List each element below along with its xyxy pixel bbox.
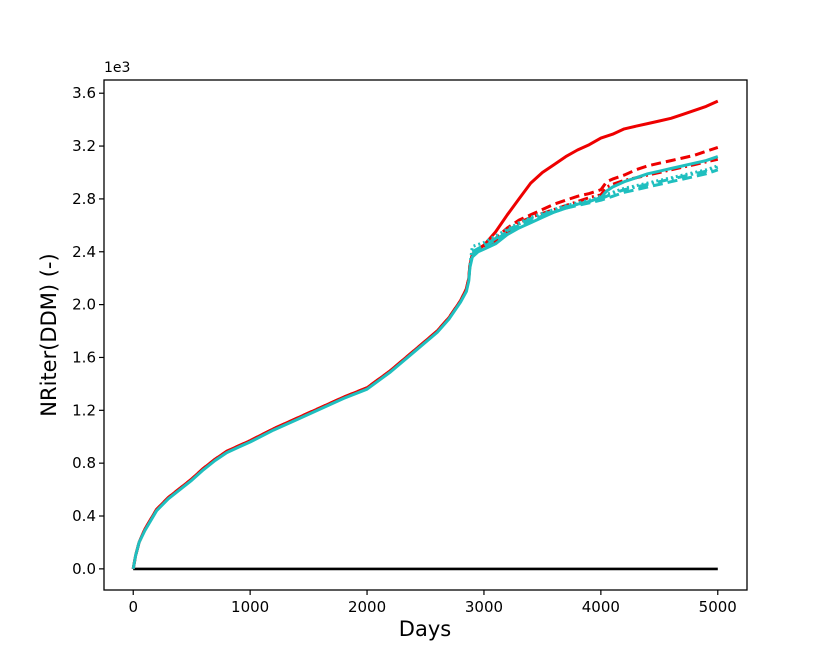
series-line-6 <box>471 165 719 254</box>
y-tick-label: 2.8 <box>72 190 96 208</box>
x-axis-label: Days <box>399 617 451 641</box>
y-tick-label: 0.0 <box>72 560 96 578</box>
y-offset-label: 1e3 <box>104 60 130 76</box>
y-tick-label: 2.0 <box>72 296 96 314</box>
x-tick-label: 5000 <box>699 598 737 616</box>
x-tick-label: 2000 <box>348 598 386 616</box>
y-tick-label: 3.2 <box>72 137 96 155</box>
series-layer <box>131 99 719 571</box>
x-tick-label: 0 <box>128 598 138 616</box>
series-line-7 <box>468 164 719 266</box>
x-tick-label: 4000 <box>582 598 620 616</box>
series-line-4 <box>131 155 719 570</box>
y-tick-label: 2.4 <box>72 243 96 261</box>
y-axis: 0.0 0.4 0.8 1.2 1.6 2.0 2.4 2.8 3.2 3.6 <box>72 84 104 578</box>
y-axis-label: NRiter(DDM) (-) <box>37 253 61 416</box>
y-tick-label: 0.4 <box>72 507 96 525</box>
x-tick-label: 3000 <box>465 598 503 616</box>
y-tick-label: 3.6 <box>72 84 96 102</box>
y-tick-label: 0.8 <box>72 454 96 472</box>
plot-frame <box>103 79 748 591</box>
y-tick-label: 1.2 <box>72 401 96 419</box>
y-tick-label: 1.6 <box>72 348 96 366</box>
x-axis: 0 1000 2000 3000 4000 5000 <box>128 590 737 616</box>
x-tick-label: 1000 <box>231 598 269 616</box>
